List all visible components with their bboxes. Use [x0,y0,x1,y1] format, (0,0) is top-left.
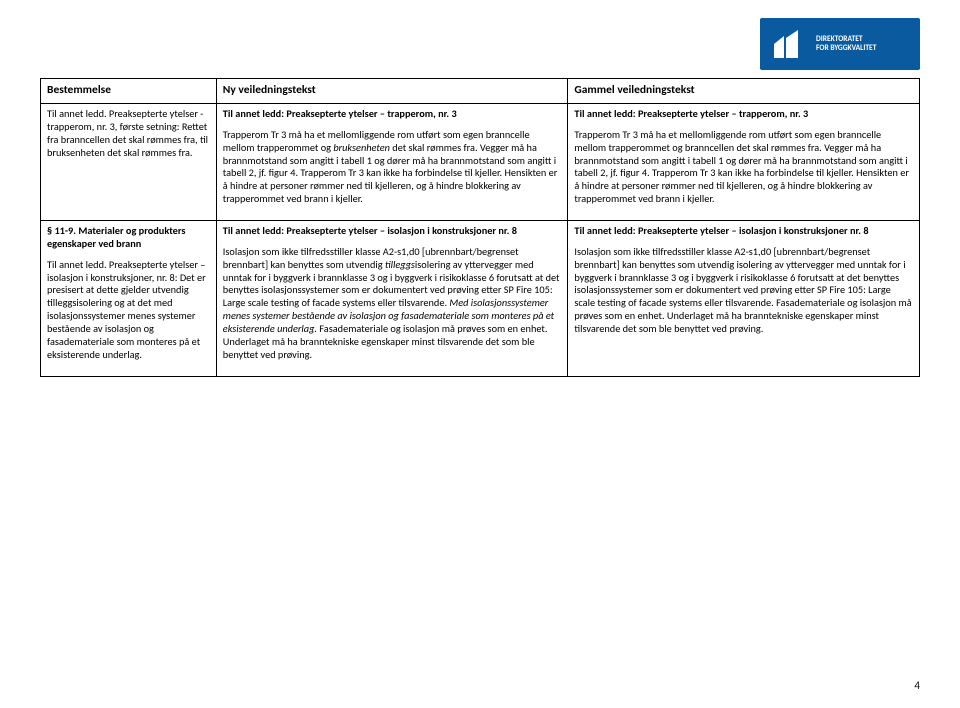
cell-text: Til annet ledd. Preaksepterte ytelser - … [47,108,210,159]
cell-text: Trapperom Tr 3 må ha et mellomliggende r… [574,129,913,206]
logo-icon [770,28,806,60]
text-emph: bruksenheten [333,141,390,154]
cell-title: Til annet ledd: Preaksepterte ytelser – … [574,108,913,121]
document-body: Bestemmelse Ny veiledningstekst Gammel v… [40,78,920,377]
cell-text: Til annet ledd. Preaksepterte ytelser – … [47,259,210,362]
cell-title: Til annet ledd: Preaksepterte ytelser – … [223,225,562,238]
cell-title: Til annet ledd: Preaksepterte ytelser – … [574,225,913,238]
cell-title: § 11-9. Materialer og produkters egenska… [47,225,210,251]
table-row: § 11-9. Materialer og produkters egenska… [41,221,920,377]
logo-badge: DIREKTORATET FOR BYGGKVALITET [760,18,920,70]
comparison-table: Bestemmelse Ny veiledningstekst Gammel v… [40,78,920,377]
cell-text: Trapperom Tr 3 må ha et mellomliggende r… [223,129,562,206]
cell-text: Isolasjon som ikke tilfredsstiller klass… [574,246,913,336]
cell-text: Isolasjon som ikke tilfredsstiller klass… [223,246,562,362]
header-gammel-tekst: Gammel veiledningstekst [568,79,920,104]
header-bestemmelse: Bestemmelse [41,79,217,104]
text-emph: tilleggs [385,258,415,271]
page-number: 4 [914,679,920,692]
cell-title: Til annet ledd: Preaksepterte ytelser – … [223,108,562,121]
table-row: Til annet ledd. Preaksepterte ytelser - … [41,104,920,221]
header-ny-tekst: Ny veiledningstekst [216,79,568,104]
logo-text-line1: DIREKTORATET [816,35,876,44]
logo-text-line2: FOR BYGGKVALITET [816,44,876,53]
table-header-row: Bestemmelse Ny veiledningstekst Gammel v… [41,79,920,104]
